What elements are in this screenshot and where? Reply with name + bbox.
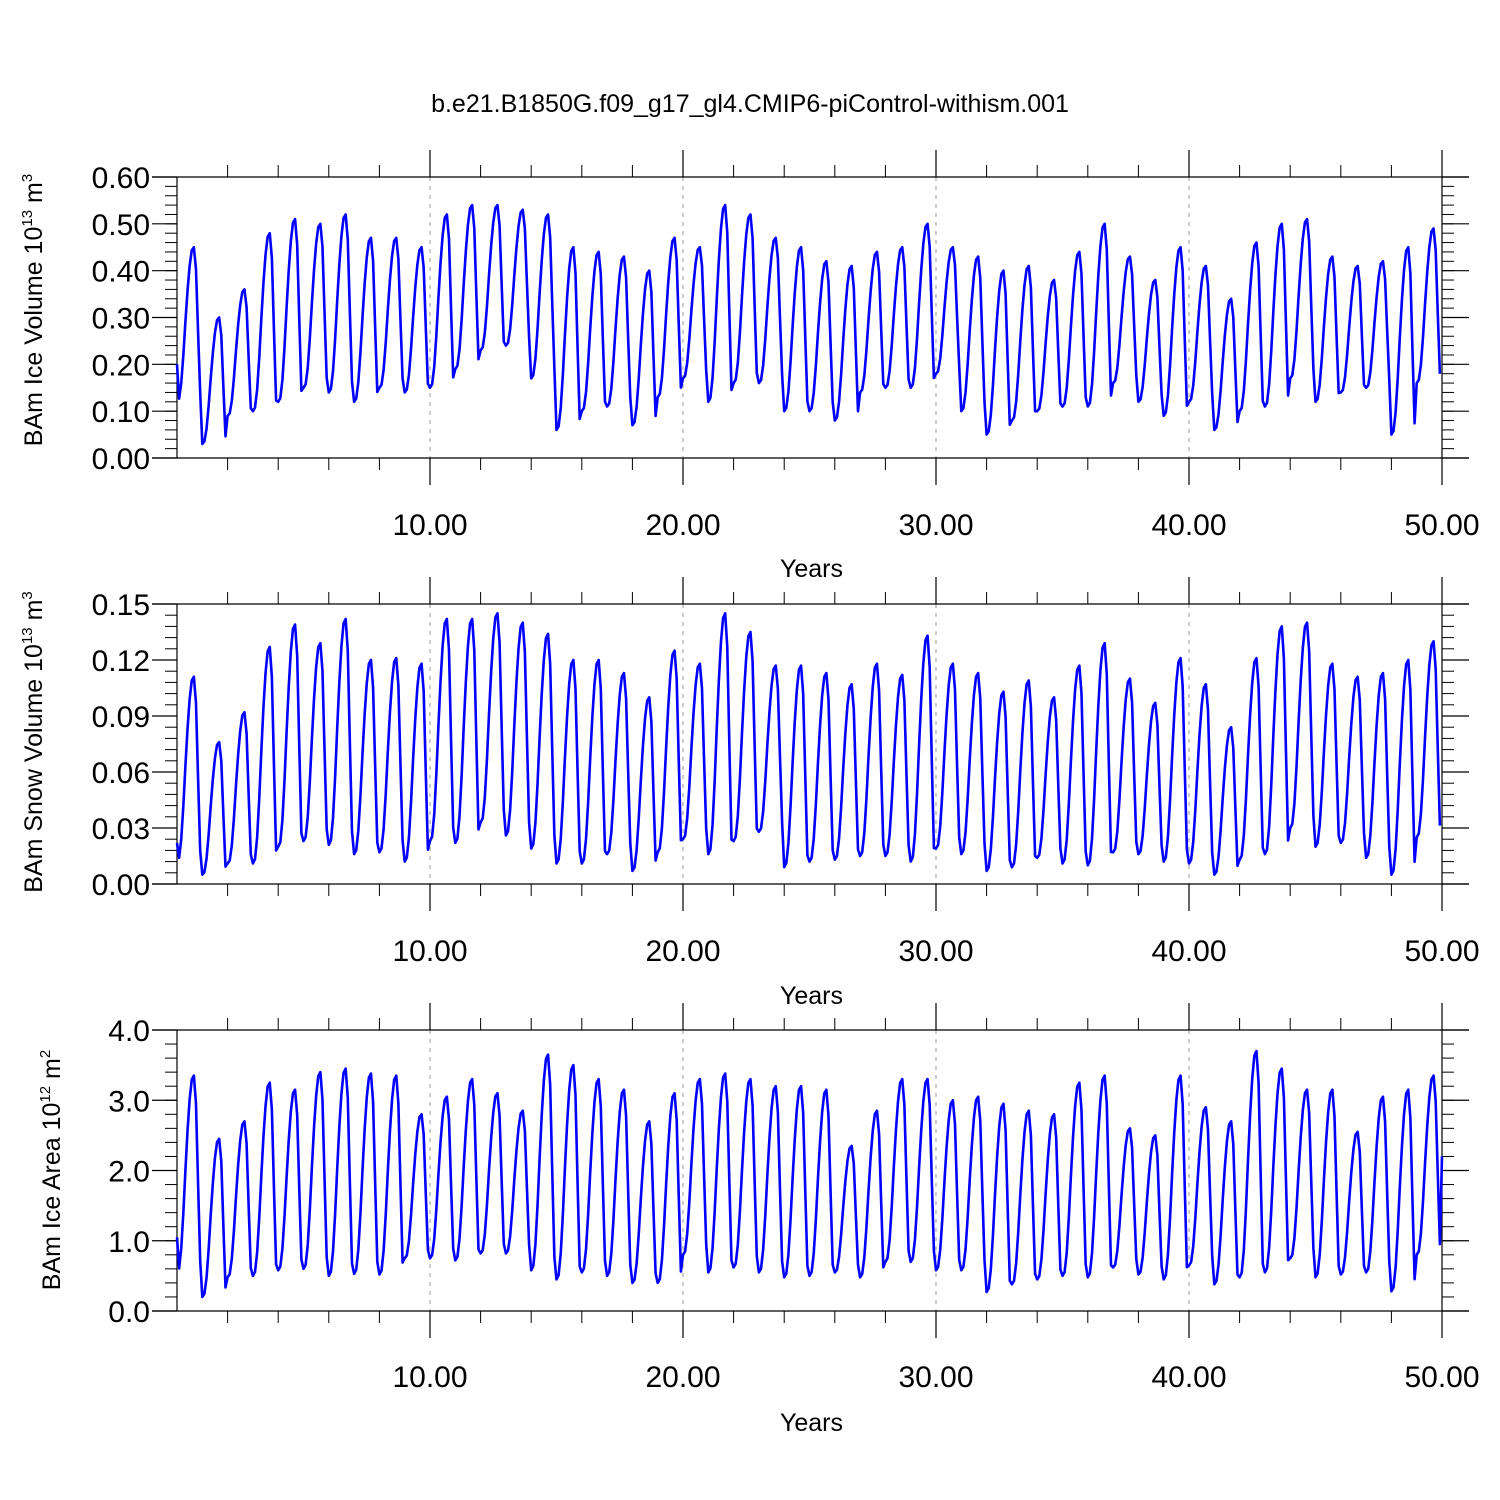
y-tick-label: 0.30 [92,303,150,336]
y-tick-label: 0.60 [92,162,150,195]
x-axis-label: Years [780,1409,843,1437]
chart-panel-2: 0.00 0.03 0.06 0.09 0.12 0.15 10.00 20.00 30.00 4… [19,577,1480,1010]
y-tick-label: 0.20 [92,349,150,382]
chart-panel-3: 0.0 1.0 2.0 3.0 4.0 10.00 20.00 30.00 40.00 50.00… [37,1003,1480,1437]
y-axis-label: BAm Ice Volume 1013 m3 [19,174,48,446]
y-axis-label: BAm Snow Volume 1013 m3 [19,591,48,893]
x-tick-label: 30.00 [898,935,973,968]
x-tick-label: 30.00 [898,509,973,542]
x-axis-label: Years [780,555,843,583]
y-tick-label: 4.0 [108,1015,150,1048]
x-tick-label: 40.00 [1151,935,1226,968]
x-tick-label: 50.00 [1404,1361,1479,1394]
y-tick-label: 0.15 [92,589,150,622]
y-tick-label: 1.0 [108,1226,150,1259]
y-tick-label: 0.10 [92,396,150,429]
x-tick-label: 50.00 [1404,935,1479,968]
series-line-1 [175,1049,1444,1299]
y-tick-label: 0.09 [92,701,150,734]
x-tick-label: 40.00 [1151,1361,1226,1394]
x-tick-label: 10.00 [392,935,467,968]
y-tick-label: 2.0 [108,1156,150,1189]
panels: 0.00 0.10 0.20 0.30 0.40 0.50 0.60 10.00 20.00 30… [19,150,1480,1437]
y-tick-label: 0.00 [92,443,150,476]
x-tick-label: 40.00 [1151,509,1226,542]
y-tick-label: 0.00 [92,869,150,902]
y-tick-label: 3.0 [108,1085,150,1118]
x-tick-label: 20.00 [645,509,720,542]
y-tick-label: 0.50 [92,209,150,242]
x-tick-label: 20.00 [645,935,720,968]
y-tick-label: 0.06 [92,757,150,790]
x-axis-label: Years [780,982,843,1010]
chart-title: b.e21.B1850G.f09_g17_gl4.CMIP6-piControl… [431,90,1069,118]
chart-panel-1: 0.00 0.10 0.20 0.30 0.40 0.50 0.60 10.00 20.00 30… [19,150,1480,583]
y-axis-label: BAm Ice Area 1012 m2 [37,1050,66,1290]
series-line-1 [175,203,1442,446]
y-tick-label: 0.40 [92,256,150,289]
y-tick-label: 0.0 [108,1296,150,1329]
y-tick-label: 0.12 [92,645,150,678]
x-tick-label: 50.00 [1404,509,1479,542]
x-tick-label: 30.00 [898,1361,973,1394]
series-line-1 [175,612,1442,876]
x-tick-label: 10.00 [392,509,467,542]
y-tick-label: 0.03 [92,813,150,846]
x-tick-label: 10.00 [392,1361,467,1394]
x-tick-label: 20.00 [645,1361,720,1394]
